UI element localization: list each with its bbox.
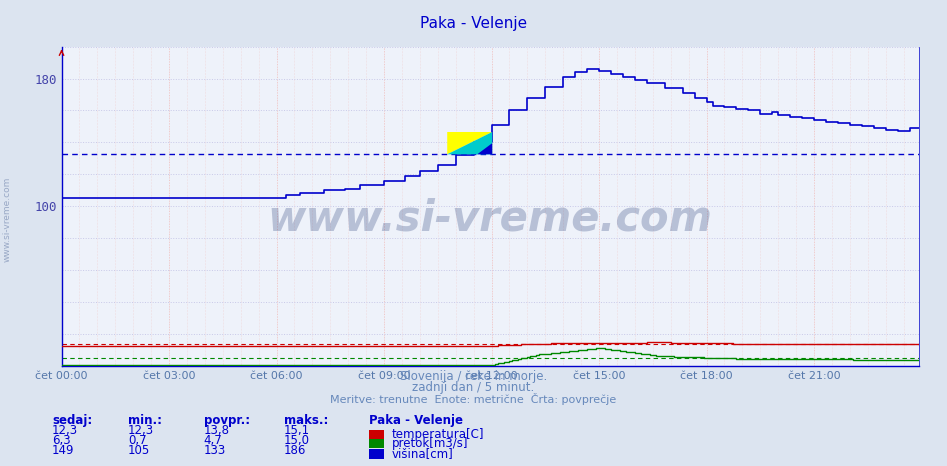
Text: višina[cm]: višina[cm]: [392, 447, 454, 460]
Text: povpr.:: povpr.:: [204, 414, 250, 427]
Text: Paka - Velenje: Paka - Velenje: [369, 414, 463, 427]
Text: 6,3: 6,3: [52, 434, 71, 446]
Text: 12,3: 12,3: [128, 425, 154, 437]
Text: zadnji dan / 5 minut.: zadnji dan / 5 minut.: [412, 382, 535, 394]
Text: www.si-vreme.com: www.si-vreme.com: [3, 176, 12, 262]
Text: Meritve: trenutne  Enote: metrične  Črta: povprečje: Meritve: trenutne Enote: metrične Črta: …: [331, 393, 616, 404]
Text: 15,1: 15,1: [284, 425, 311, 437]
Text: 15,0: 15,0: [284, 434, 310, 446]
Text: Slovenija / reke in morje.: Slovenija / reke in morje.: [400, 370, 547, 383]
Text: 133: 133: [204, 444, 225, 457]
Polygon shape: [447, 132, 492, 154]
Polygon shape: [477, 143, 492, 154]
Text: 149: 149: [52, 444, 75, 457]
Text: temperatura[C]: temperatura[C]: [392, 428, 485, 441]
Text: 105: 105: [128, 444, 150, 457]
Polygon shape: [447, 132, 492, 154]
Text: 4,7: 4,7: [204, 434, 223, 446]
Text: www.si-vreme.com: www.si-vreme.com: [268, 198, 712, 240]
Text: min.:: min.:: [128, 414, 162, 427]
Text: sedaj:: sedaj:: [52, 414, 93, 427]
Text: pretok[m3/s]: pretok[m3/s]: [392, 437, 469, 450]
Text: 0,7: 0,7: [128, 434, 147, 446]
Text: 186: 186: [284, 444, 307, 457]
Text: maks.:: maks.:: [284, 414, 329, 427]
Text: 13,8: 13,8: [204, 425, 229, 437]
Text: 12,3: 12,3: [52, 425, 79, 437]
Text: Paka - Velenje: Paka - Velenje: [420, 16, 527, 31]
